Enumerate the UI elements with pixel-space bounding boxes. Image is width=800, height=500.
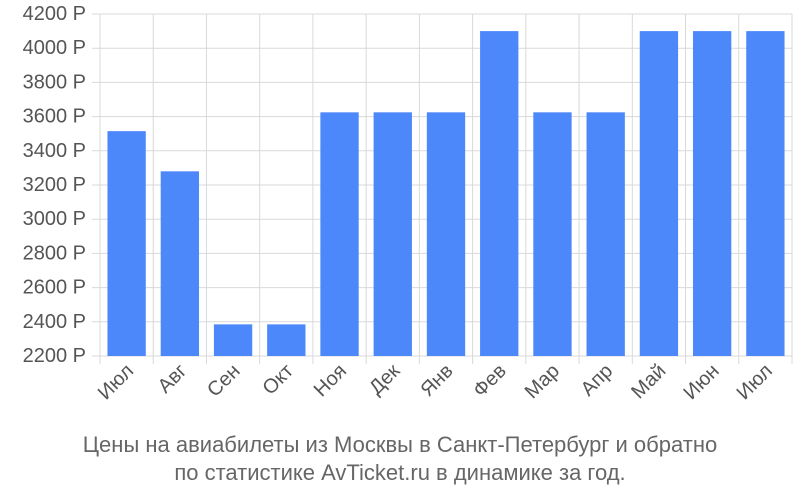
chart-caption-line-2: по статистике AvTicket.ru в динамике за … — [174, 460, 626, 485]
x-tick-label: Июл — [94, 360, 138, 404]
bar — [746, 31, 785, 356]
y-tick-label: 2600 Р — [23, 277, 86, 299]
bar — [213, 324, 253, 356]
y-tick-label: 2400 Р — [23, 311, 86, 333]
x-tick-label: Сен — [203, 360, 244, 401]
y-tick-label: 3400 Р — [23, 140, 86, 162]
bar — [160, 171, 200, 356]
bar — [639, 31, 679, 356]
x-tick-label: Июн — [680, 360, 724, 404]
bar — [373, 112, 412, 356]
x-tick-label: Дек — [365, 360, 404, 399]
chart-grid — [92, 13, 793, 364]
y-tick-label: 4200 Р — [23, 3, 86, 25]
bar — [320, 112, 359, 356]
y-axis: 2200 Р 2400 Р 2600 Р 2800 Р 3000 Р 3200 Р 3400… — [23, 3, 86, 367]
y-tick-label: 3600 Р — [23, 106, 86, 128]
x-tick-label: Окт — [258, 360, 297, 399]
x-tick-label: Апр — [577, 360, 618, 401]
x-tick-label: Июл — [733, 360, 777, 404]
x-tick-label: Май — [627, 360, 670, 403]
chart-caption-line-1: Цены на авиабилеты из Москвы в Санкт-Пет… — [82, 432, 718, 457]
x-axis: Июл Авг Сен Окт Ноя Дек Янв Фев Мар Апр Май Июн Июл — [94, 360, 777, 404]
bar — [107, 131, 146, 356]
bar — [480, 31, 519, 356]
bars — [107, 31, 785, 356]
y-tick-label: 2800 Р — [23, 242, 86, 264]
y-tick-label: 3000 Р — [23, 208, 86, 230]
x-tick-label: Ноя — [310, 360, 351, 401]
bar — [692, 31, 732, 356]
price-bar-chart: 2200 Р 2400 Р 2600 Р 2800 Р 3000 Р 3200 Р 3400… — [23, 3, 793, 404]
y-tick-label: 4000 Р — [23, 37, 86, 59]
bar — [586, 112, 625, 356]
y-tick-label: 3800 Р — [23, 71, 86, 93]
x-tick-label: Авг — [154, 360, 192, 398]
bar — [267, 324, 306, 356]
x-tick-label: Янв — [416, 360, 457, 401]
bar — [533, 112, 572, 356]
x-tick-label: Фев — [469, 360, 511, 402]
y-tick-label: 3200 Р — [23, 174, 86, 196]
y-tick-label: 2200 Р — [23, 345, 86, 367]
bar — [426, 112, 466, 356]
x-tick-label: Мар — [521, 360, 564, 403]
